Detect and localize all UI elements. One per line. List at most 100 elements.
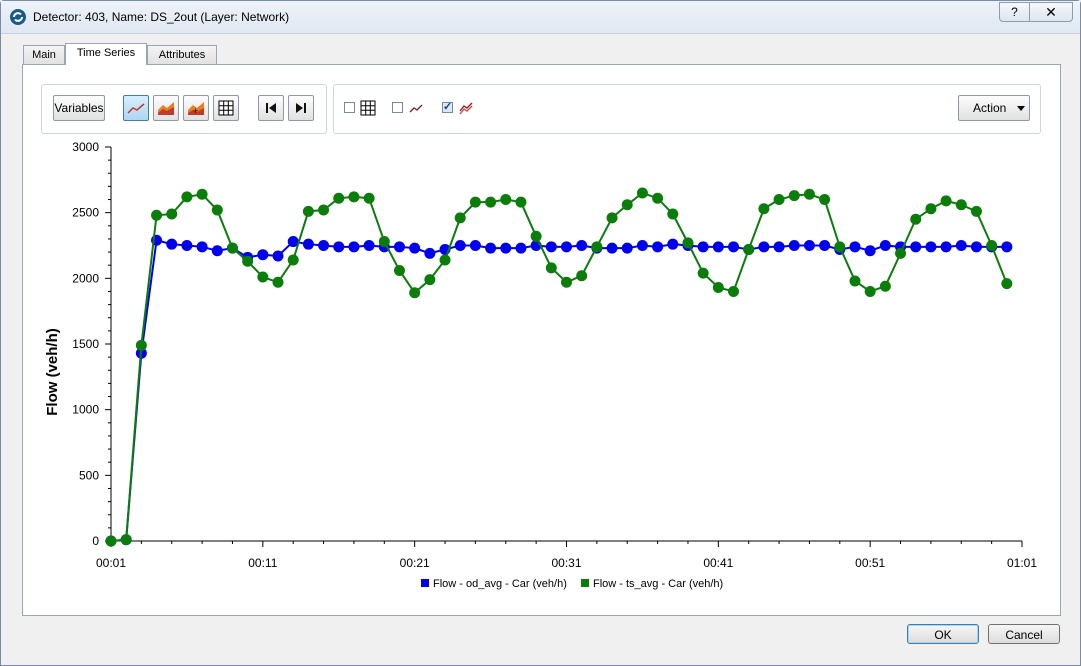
data-point [318,240,330,251]
flow-chart: 0 500 1000 1500 2000 2500 3000 00:01 00:11 00:21 0… [44,140,1037,590]
y-tick-label: 0 [92,534,99,548]
data-point [500,194,512,206]
close-button[interactable]: ✕ [1029,2,1073,22]
variables-button[interactable]: Variables [53,95,105,121]
y-tick-label: 1000 [72,403,99,417]
data-point [803,188,815,200]
data-point [105,535,117,547]
tab-attributes[interactable]: Attributes [147,45,217,64]
data-point [393,264,405,276]
data-point [485,196,497,208]
series-od-avg [105,234,1013,547]
data-point [819,194,831,206]
line-chart-button[interactable] [123,95,149,121]
data-point [606,212,618,224]
single-series-checkbox[interactable] [392,102,403,113]
action-dropdown[interactable]: Action [958,95,1030,121]
data-point [561,276,572,288]
data-point [728,241,740,253]
data-point [530,230,542,242]
tab-time-series[interactable]: Time Series [65,43,147,65]
data-point [561,241,572,253]
first-icon [266,103,276,113]
table-view-button[interactable] [213,95,239,121]
data-point [970,205,982,217]
x-tick-label: 01:01 [1007,556,1037,570]
data-point [621,242,633,254]
single-series-icon [409,104,423,113]
data-point [439,254,451,266]
area-chart-button[interactable] [153,95,179,121]
data-point [333,241,345,253]
data-point [485,242,497,254]
legend-swatch [581,579,589,587]
last-button[interactable] [288,95,314,121]
data-point [257,271,269,283]
chart-toolbar: Variables + [41,84,327,134]
x-tick-label: 00:21 [400,556,430,570]
y-tick-label: 2500 [72,206,99,220]
data-point [910,213,922,225]
data-point [409,287,421,299]
multi-series-checkbox[interactable]: ✓ [442,101,453,113]
data-point [1001,241,1013,253]
data-point [621,199,633,211]
data-point [682,237,694,249]
window-title: Detector: 403, Name: DS_2out (Layer: Net… [33,10,290,24]
table-grid-icon [218,100,234,116]
chart-legend: Flow - od_avg - Car (veh/h) Flow - ts_avg… [421,578,723,590]
data-point [272,250,284,262]
data-point [500,242,512,254]
data-point [393,241,405,253]
data-point [758,203,770,215]
data-point [363,192,375,204]
data-point [181,240,193,251]
cancel-button[interactable]: Cancel [988,624,1060,644]
y-tick-label: 2000 [72,271,99,285]
stacked-area-chart-button[interactable]: + [183,95,209,121]
data-point [515,242,527,254]
data-point [697,267,709,279]
data-point [166,238,178,250]
legend-entry: Flow - ts_avg - Car (veh/h) [593,578,723,590]
data-point [925,241,937,253]
data-point [864,245,876,257]
data-point [849,275,861,287]
data-point [879,240,891,251]
ok-button[interactable]: OK [907,624,979,644]
x-tick-label: 00:01 [96,556,126,570]
data-point [743,243,755,255]
data-point [834,241,846,253]
data-point [895,247,907,259]
area-chart-icon [158,102,174,115]
tab-main[interactable]: Main [23,45,65,64]
grid-checkbox[interactable] [344,102,355,113]
multi-series-icon [459,102,473,115]
app-logo-icon [10,9,26,25]
data-point [576,270,588,282]
data-point [469,240,481,251]
title-bar[interactable]: Detector: 403, Name: DS_2out (Layer: Net… [1,1,1080,34]
x-tick-label: 00:41 [703,556,733,570]
first-button[interactable] [258,95,284,121]
data-point [652,241,664,253]
data-point [606,242,618,254]
data-point [272,276,284,288]
data-point [712,241,724,253]
y-tick-label: 3000 [72,140,99,154]
data-point [135,339,147,351]
data-point [545,241,557,253]
data-point [545,262,557,274]
data-point [864,285,876,297]
data-point [803,240,815,251]
data-point [925,203,937,215]
data-point [879,280,891,292]
last-icon [296,103,306,113]
help-button[interactable]: ? [999,2,1030,22]
data-point [591,241,603,253]
data-point [940,241,952,253]
data-point [773,241,785,253]
data-point [788,190,800,202]
data-point [712,282,724,294]
